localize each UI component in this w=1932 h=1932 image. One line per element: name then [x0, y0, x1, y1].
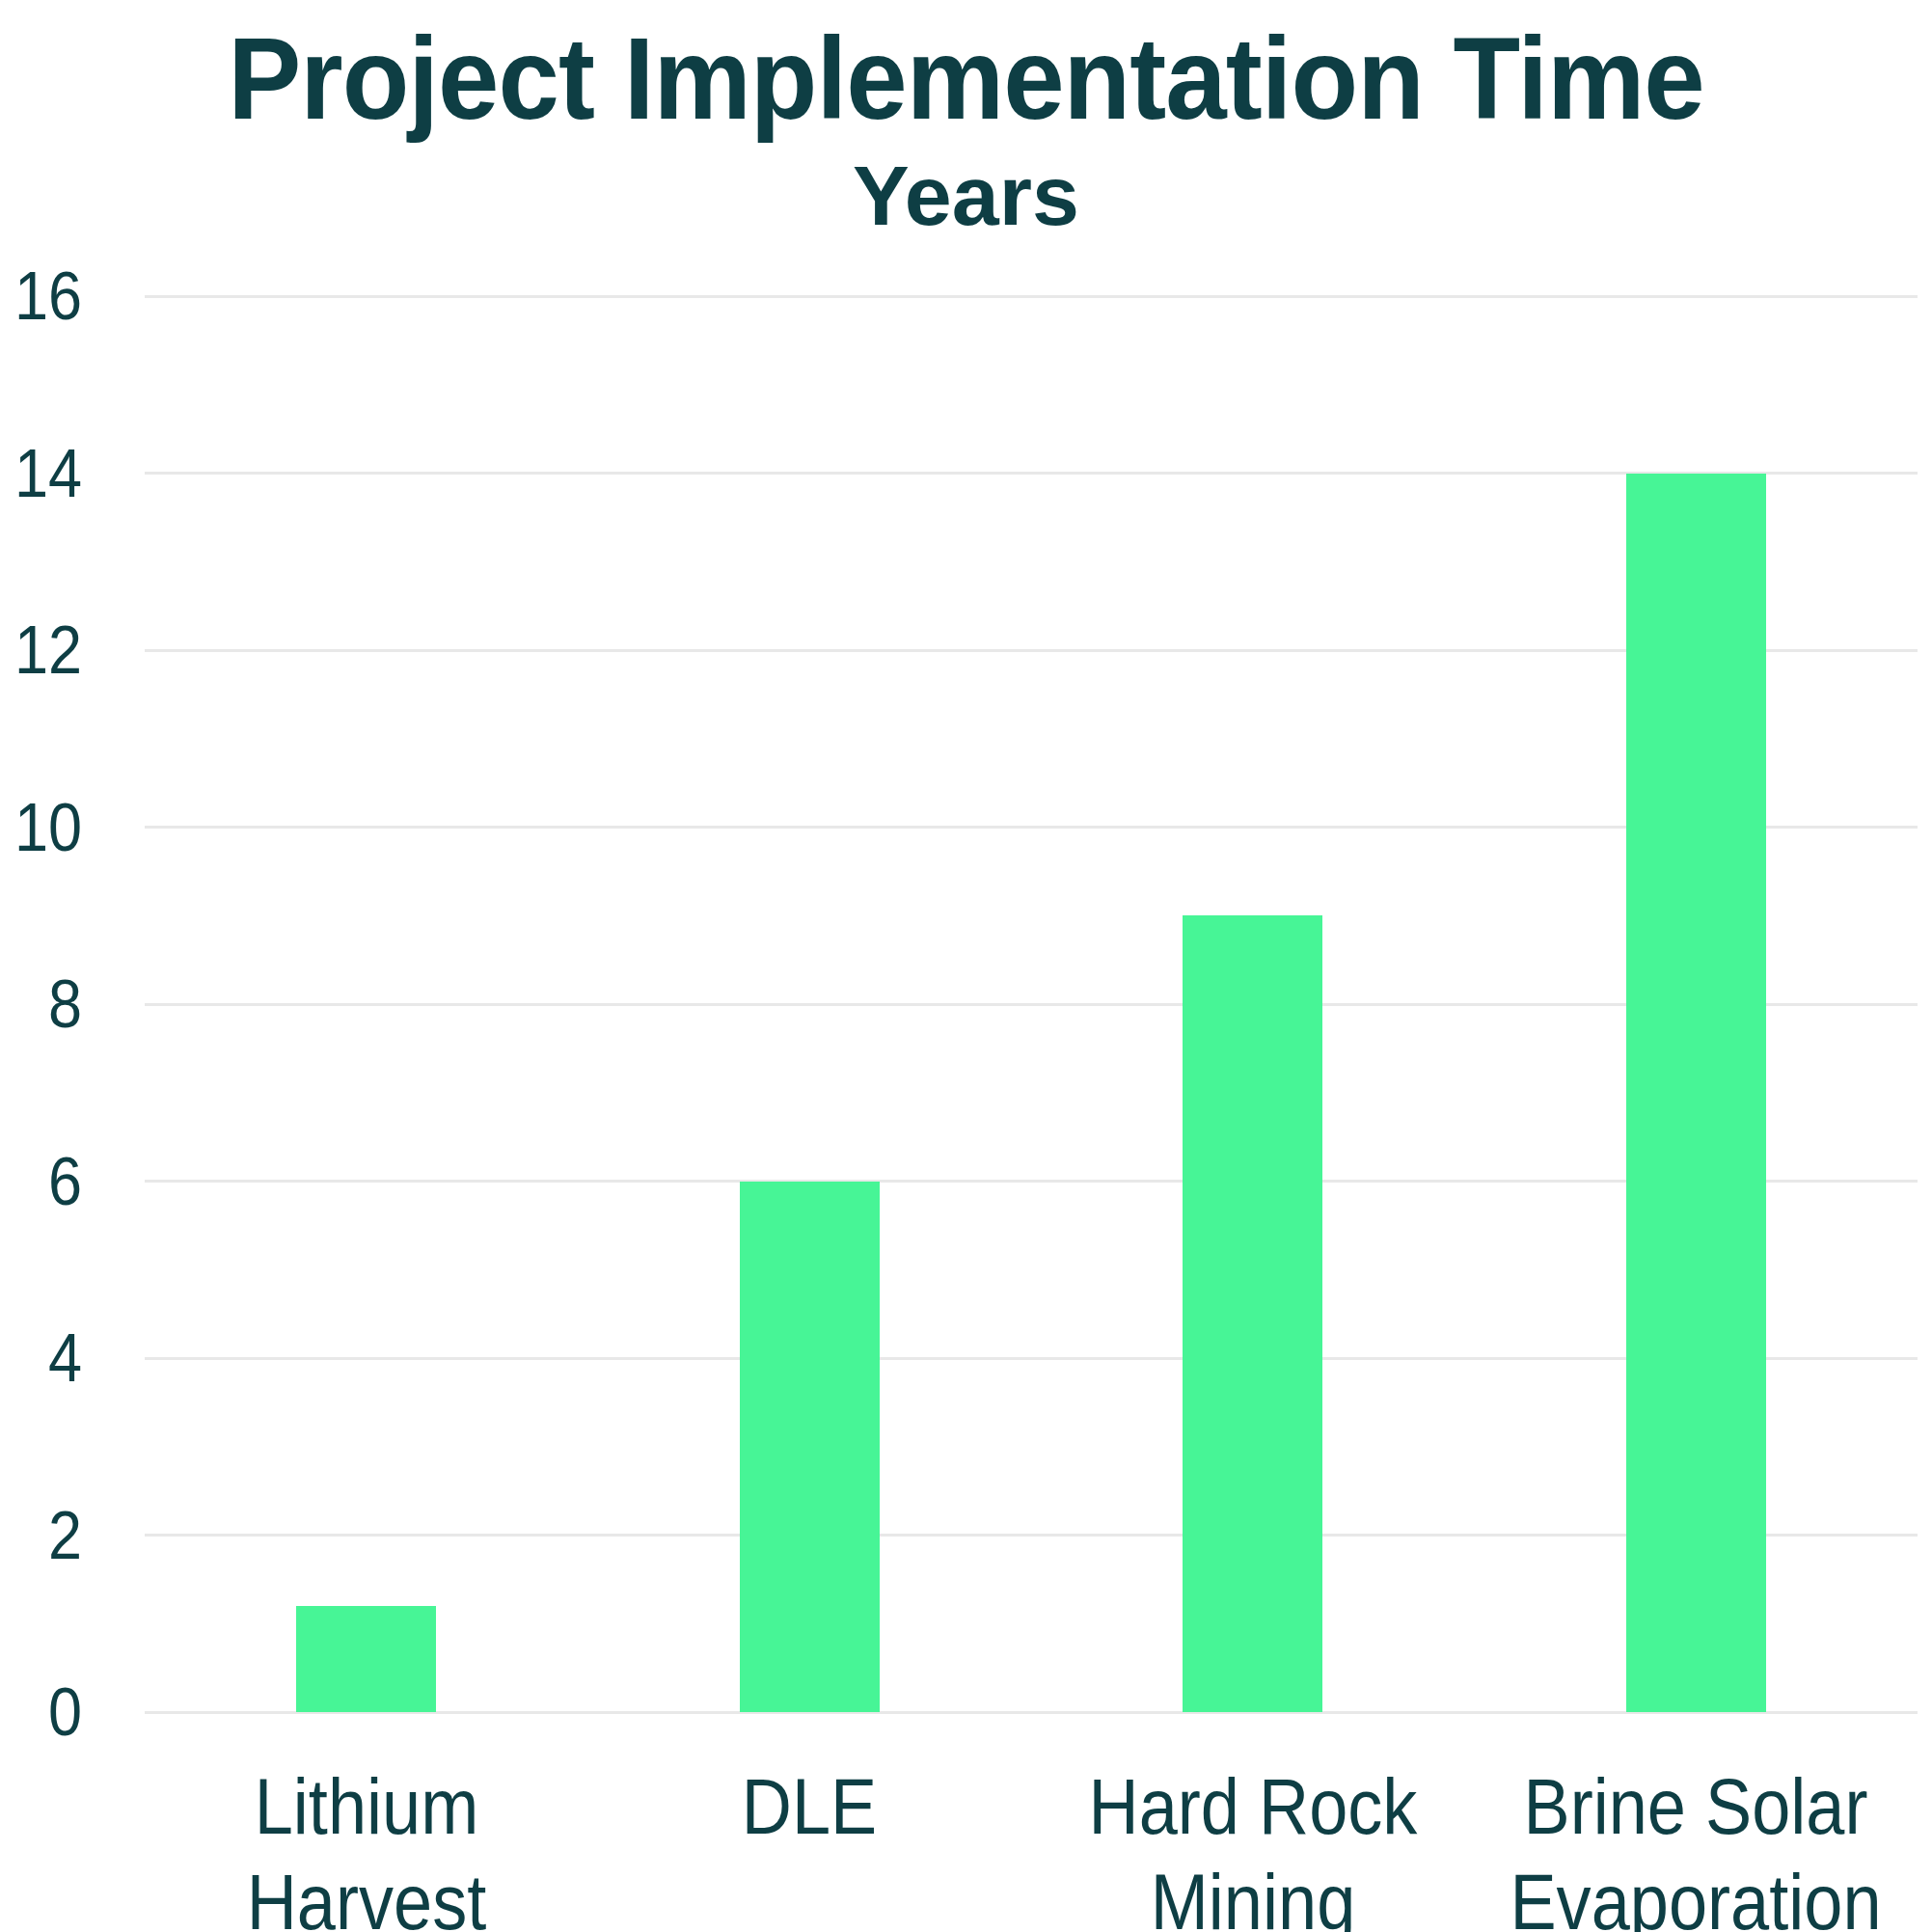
bar-brine-solar-evaporation: [1626, 474, 1766, 1713]
bar-chart: Project Implementation Time Years 0 2 4 6 8 1…: [0, 0, 1932, 1932]
bar-lithium-harvest: [296, 1606, 436, 1712]
chart-title: Project Implementation Time: [48, 20, 1884, 136]
x-axis-label-line: Harvest: [95, 1854, 638, 1932]
y-tick-label-8: 8: [9, 970, 83, 1038]
chart-subtitle: Years: [0, 152, 1932, 239]
gridline-16: [145, 295, 1918, 298]
y-tick-label-4: 4: [9, 1324, 83, 1392]
x-axis-label-line: Brine Solar: [1425, 1758, 1932, 1854]
x-axis-label-line: Evaporation: [1425, 1854, 1932, 1932]
y-tick-label-6: 6: [9, 1148, 83, 1215]
y-tick-label-12: 12: [9, 616, 83, 684]
y-tick-label-16: 16: [9, 262, 83, 330]
y-tick-label-10: 10: [9, 794, 83, 861]
x-axis-label-brine-solar-evaporation: Brine SolarEvaporation: [1425, 1758, 1932, 1932]
y-tick-label-14: 14: [9, 440, 83, 507]
y-tick-label-2: 2: [9, 1502, 83, 1569]
bar-hard-rock-mining: [1183, 915, 1322, 1712]
bar-dle: [740, 1182, 880, 1713]
y-tick-label-0: 0: [9, 1678, 83, 1746]
